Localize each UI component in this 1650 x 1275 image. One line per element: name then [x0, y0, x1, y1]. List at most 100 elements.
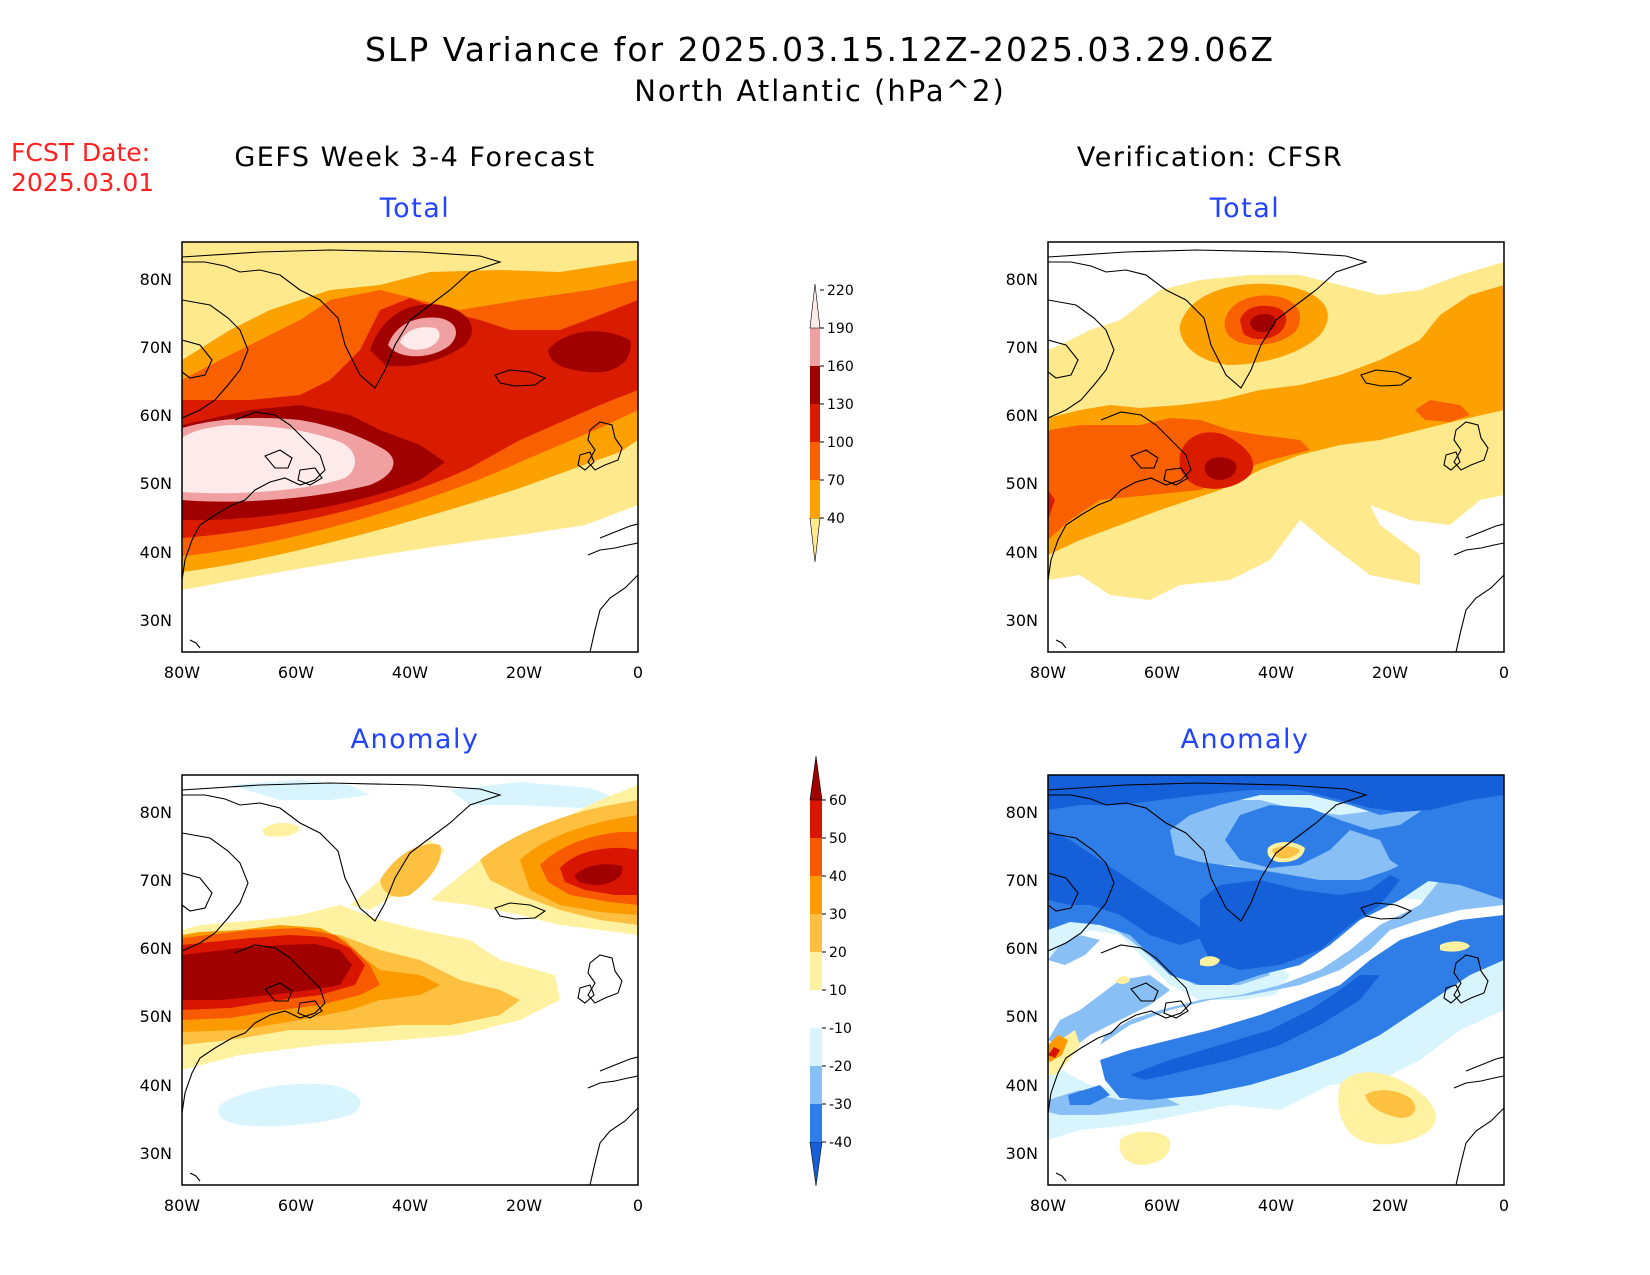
lat-tick-label: 40N: [140, 543, 172, 562]
lat-tick-label: 50N: [1006, 1007, 1038, 1026]
anomaly-colorbar-level-label: 30: [829, 907, 847, 923]
lon-tick-label: 0: [633, 1196, 643, 1215]
lat-tick-label: 50N: [140, 474, 172, 493]
fcst-date-label: FCST Date:: [11, 138, 151, 167]
lat-tick-label: 30N: [1006, 1144, 1038, 1163]
total-colorbar-swatch: [810, 328, 820, 366]
total-colorbar-upper-arrow: [809, 283, 821, 329]
lat-tick-label: 80N: [1006, 270, 1038, 289]
lat-tick-label: 50N: [1006, 474, 1038, 493]
total-colorbar-swatch: [810, 366, 820, 404]
lat-tick-label: 40N: [1006, 1076, 1038, 1095]
verification-column-heading: Verification: CFSR: [1076, 142, 1344, 173]
lon-tick-label: 80W: [1030, 1196, 1066, 1215]
lon-tick-label: 0: [1499, 663, 1509, 682]
anomaly-colorbar-level-label: 20: [829, 945, 847, 961]
lon-tick-label: 40W: [1258, 1196, 1294, 1215]
lon-tick-label: 80W: [1030, 663, 1066, 682]
anomaly-colorbar-swatch: [810, 952, 822, 990]
anomaly-colorbar-level-label: 40: [829, 869, 847, 885]
total-colorbar-swatch: [810, 404, 820, 442]
figure-subtitle: North Atlantic (hPa^2): [634, 74, 1006, 108]
figure-title: SLP Variance for 2025.03.15.12Z-2025.03.…: [364, 30, 1276, 69]
anomaly-colorbar-level-label: -20: [829, 1059, 852, 1075]
total-colorbar: 40 70 100 130 160 190 220: [809, 283, 854, 563]
forecast-anomaly-lon-axis: 80W 60W 40W 20W 0: [164, 1196, 643, 1215]
anomaly-colorbar-lower-arrow: [809, 1141, 823, 1187]
lon-tick-label: 80W: [164, 1196, 200, 1215]
lon-tick-label: 0: [633, 663, 643, 682]
anomaly-colorbar-swatch: [810, 838, 822, 876]
lat-tick-label: 30N: [1006, 611, 1038, 630]
total-colorbar-level-label: 40: [827, 511, 845, 527]
anomaly-colorbar-level-label: -40: [829, 1135, 852, 1151]
anomaly-colorbar-swatch: [810, 1104, 822, 1142]
total-colorbar-level-label: 190: [827, 321, 854, 337]
fcst-date-value: 2025.03.01: [11, 168, 155, 197]
anomaly-colorbar-swatch: [810, 1066, 822, 1104]
total-colorbar-level-label: 220: [827, 283, 854, 299]
lat-tick-label: 40N: [1006, 543, 1038, 562]
verification-total-lat-axis: 80N 70N 60N 50N 40N 30N: [1006, 270, 1038, 630]
forecast-anomaly-lat-axis: 80N 70N 60N 50N 40N 30N: [140, 803, 172, 1163]
forecast-anomaly-title: Anomaly: [350, 724, 480, 755]
anomaly-colorbar-level-label: -30: [829, 1097, 852, 1113]
lat-tick-label: 70N: [140, 871, 172, 890]
fcst-date: FCST Date: 2025.03.01: [11, 138, 154, 198]
total-colorbar-swatch: [810, 480, 820, 518]
total-colorbar-swatch: [810, 442, 820, 480]
verification-total-title: Total: [1209, 193, 1281, 224]
lon-tick-label: 40W: [392, 663, 428, 682]
total-colorbar-lower-arrow: [809, 517, 821, 563]
lon-tick-label: 40W: [1258, 663, 1294, 682]
verification-anomaly-title: Anomaly: [1180, 724, 1310, 755]
lat-tick-label: 30N: [140, 1144, 172, 1163]
total-colorbar-level-label: 160: [827, 359, 854, 375]
lon-tick-label: 80W: [164, 663, 200, 682]
total-colorbar-level-label: 70: [827, 473, 845, 489]
lon-tick-label: 20W: [1372, 663, 1408, 682]
anomaly-colorbar-level-label: 50: [829, 831, 847, 847]
lat-tick-label: 50N: [140, 1007, 172, 1026]
anomaly-colorbar-upper-arrow: [809, 755, 823, 801]
total-colorbar-level-label: 100: [827, 435, 854, 451]
anomaly-colorbar-swatch: [810, 1028, 822, 1066]
anomaly-colorbar-swatch: [810, 800, 822, 838]
forecast-column-heading: GEFS Week 3-4 Forecast: [234, 142, 596, 173]
lat-tick-label: 30N: [140, 611, 172, 630]
lat-tick-label: 80N: [140, 270, 172, 289]
lat-tick-label: 80N: [140, 803, 172, 822]
forecast-total-lat-axis: 80N 70N 60N 50N 40N 30N: [140, 270, 172, 630]
lat-tick-label: 40N: [140, 1076, 172, 1095]
lon-tick-label: 40W: [392, 1196, 428, 1215]
forecast-total-lon-axis: 80W 60W 40W 20W 0: [164, 663, 643, 682]
anomaly-colorbar-level-label: 10: [829, 983, 847, 999]
verification-anomaly-lon-axis: 80W 60W 40W 20W 0: [1030, 1196, 1509, 1215]
lon-tick-label: 20W: [506, 1196, 542, 1215]
lon-tick-label: 0: [1499, 1196, 1509, 1215]
forecast-total-title: Total: [379, 193, 451, 224]
anomaly-colorbar-level-label: 60: [829, 793, 847, 809]
lat-tick-label: 60N: [140, 939, 172, 958]
lat-tick-label: 70N: [140, 338, 172, 357]
lon-tick-label: 60W: [1144, 1196, 1180, 1215]
lat-tick-label: 60N: [1006, 939, 1038, 958]
lat-tick-label: 60N: [140, 406, 172, 425]
lon-tick-label: 60W: [278, 1196, 314, 1215]
verification-anomaly-lat-axis: 80N 70N 60N 50N 40N 30N: [1006, 803, 1038, 1163]
total-colorbar-level-label: 130: [827, 397, 854, 413]
verification-total-lon-axis: 80W 60W 40W 20W 0: [1030, 663, 1509, 682]
lat-tick-label: 60N: [1006, 406, 1038, 425]
lon-tick-label: 20W: [1372, 1196, 1408, 1215]
lat-tick-label: 80N: [1006, 803, 1038, 822]
anomaly-colorbar-level-label: -10: [829, 1021, 852, 1037]
anomaly-colorbar-swatch: [810, 914, 822, 952]
anomaly-colorbar: -40 -30 -20 -10 10 20 30 40 50 60: [809, 755, 852, 1187]
lon-tick-label: 60W: [278, 663, 314, 682]
lon-tick-label: 60W: [1144, 663, 1180, 682]
anomaly-colorbar-swatch: [810, 990, 822, 1028]
